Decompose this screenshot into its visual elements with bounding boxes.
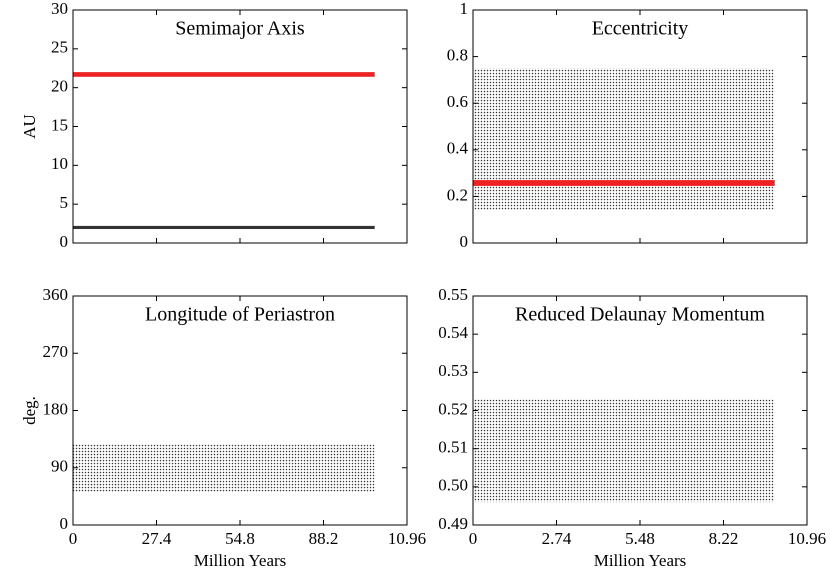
y-tick-label: 15 bbox=[51, 115, 68, 134]
y-tick-label: 0.6 bbox=[447, 92, 468, 111]
y-tick-label: 1 bbox=[460, 0, 469, 18]
band bbox=[473, 399, 775, 503]
x-tick-label: 0 bbox=[469, 529, 478, 548]
band bbox=[73, 72, 375, 77]
y-tick-label: 360 bbox=[43, 285, 69, 304]
y-tick-label: 25 bbox=[51, 38, 68, 57]
y-tick-label: 10 bbox=[51, 154, 68, 173]
panel-title: Semimajor Axis bbox=[175, 18, 305, 40]
y-tick-label: 30 bbox=[51, 0, 68, 18]
y-tick-label: 0.52 bbox=[438, 399, 468, 418]
y-tick-label: 0.53 bbox=[438, 361, 468, 380]
panel-title: Reduced Delaunay Momentum bbox=[515, 304, 765, 326]
y-tick-label: 0.55 bbox=[438, 285, 468, 304]
x-axis-label: Million Years bbox=[594, 551, 687, 570]
y-tick-label: 0.50 bbox=[438, 476, 468, 495]
x-tick-label: 10.96 bbox=[788, 529, 826, 548]
y-tick-label: 0 bbox=[60, 232, 69, 251]
y-tick-label: 0.49 bbox=[438, 514, 468, 533]
y-tick-label: 0 bbox=[60, 514, 69, 533]
x-tick-label: 2.74 bbox=[542, 529, 572, 548]
x-tick-label: 10.96 bbox=[388, 529, 426, 548]
y-tick-label: 0 bbox=[460, 232, 469, 251]
y-tick-label: 180 bbox=[43, 399, 69, 418]
panel-title: Eccentricity bbox=[592, 18, 689, 40]
plot-frame bbox=[72, 9, 408, 244]
x-tick-label: 5.48 bbox=[625, 529, 655, 548]
band bbox=[473, 180, 775, 186]
y-tick-label: 0.8 bbox=[447, 46, 468, 65]
band bbox=[73, 444, 375, 492]
y-axis-label: AU bbox=[20, 114, 39, 139]
y-tick-label: 0.54 bbox=[438, 323, 468, 342]
x-tick-label: 8.22 bbox=[709, 529, 739, 548]
y-axis-label: deg. bbox=[20, 396, 39, 425]
y-tick-label: 0.4 bbox=[447, 139, 469, 158]
x-tick-label: 27.4 bbox=[142, 529, 172, 548]
y-tick-label: 270 bbox=[43, 342, 69, 361]
y-tick-label: 5 bbox=[60, 193, 69, 212]
y-tick-label: 20 bbox=[51, 77, 68, 96]
band bbox=[473, 68, 775, 211]
x-axis-label: Million Years bbox=[194, 551, 287, 570]
x-tick-label: 88.2 bbox=[309, 529, 339, 548]
x-tick-label: 0 bbox=[69, 529, 78, 548]
panel-title: Longitude of Periastron bbox=[145, 304, 335, 326]
y-tick-label: 90 bbox=[51, 457, 68, 476]
x-tick-label: 54.8 bbox=[225, 529, 255, 548]
y-tick-label: 0.51 bbox=[438, 438, 468, 457]
band bbox=[73, 225, 375, 230]
y-tick-label: 0.2 bbox=[447, 185, 468, 204]
